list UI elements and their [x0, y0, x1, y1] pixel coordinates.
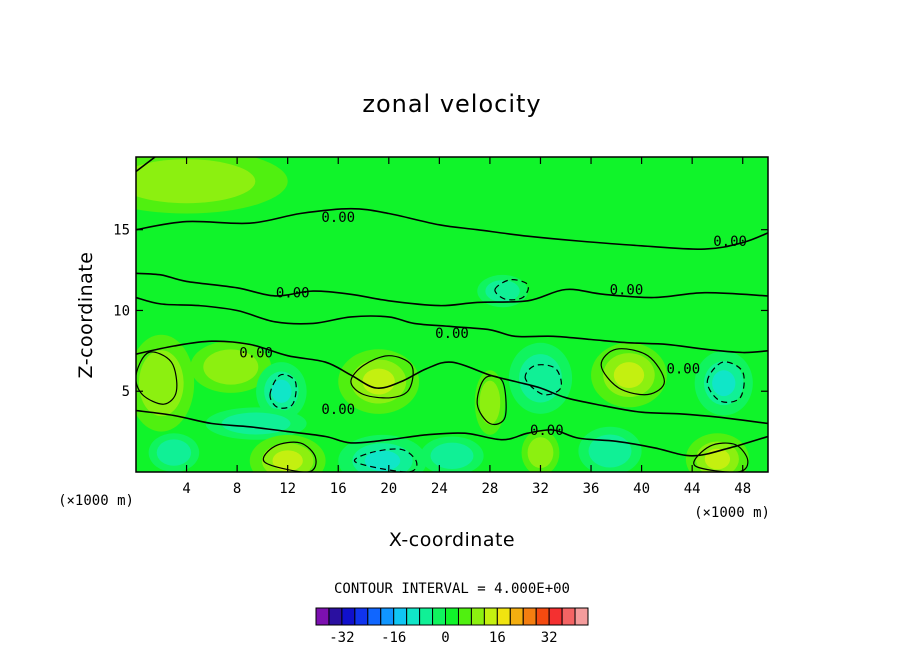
contour-fill-region	[271, 379, 292, 403]
colorbar-tick-label: 32	[541, 630, 558, 646]
x-tick-label: 44	[684, 481, 701, 497]
colorbar-swatch	[483, 607, 498, 626]
colorbar-swatch	[432, 607, 447, 626]
contour-fill-region	[364, 450, 401, 472]
contour-fill-region	[430, 442, 474, 470]
colorbar-swatch	[354, 607, 369, 626]
x-axis-unit-right: (×1000 m)	[694, 505, 770, 521]
colorbar-swatch	[548, 607, 563, 626]
contour-fill-region	[362, 368, 395, 395]
contour-fill-region	[588, 434, 632, 468]
contour-label: 0.00	[666, 362, 700, 378]
x-tick-label: 48	[734, 481, 751, 497]
x-tick-label: 4	[182, 481, 190, 497]
contour-fill-region	[613, 362, 645, 389]
contour-label: 0.00	[321, 402, 355, 418]
colorbar-swatch	[561, 607, 576, 626]
positive-contour-line	[136, 351, 178, 405]
colorbar-swatch	[522, 607, 537, 626]
zero-contour-line	[136, 409, 768, 457]
colorbar-swatch	[535, 607, 550, 626]
x-tick-label: 36	[583, 481, 600, 497]
contour-fill-region	[272, 450, 303, 472]
colorbar-swatch	[380, 607, 395, 626]
negative-contour-line	[706, 361, 745, 403]
colorbar-swatch	[406, 607, 421, 626]
colorbar-tick-label: 16	[489, 630, 506, 646]
contour-label: 0.00	[610, 282, 644, 298]
zero-contour-line	[136, 340, 768, 425]
positive-contour-line	[476, 375, 507, 426]
contour-label: 0.00	[239, 345, 273, 361]
contour-fill-region	[156, 439, 192, 466]
contour-fill-region	[527, 437, 554, 468]
contour-label: 0.00	[276, 286, 310, 302]
contour-interval-text: CONTOUR INTERVAL = 4.000E+00	[334, 581, 570, 597]
x-axis: 4 8 12 16 20 24 28 32 36 40 44 48	[182, 157, 751, 497]
contour-fill-region	[203, 349, 259, 385]
contour-fill-region	[712, 370, 736, 397]
x-tick-label: 12	[279, 481, 296, 497]
positive-contour-line	[693, 442, 749, 472]
contour-field: 0.00 0.00 0.00 0.00 0.00 0.00 0.00 0.00 0.00	[136, 157, 768, 472]
y-axis-label: Z-coordinate	[75, 252, 97, 379]
x-tick-label: 40	[633, 481, 650, 497]
plot-frame	[135, 156, 769, 473]
colorbar-swatch	[470, 607, 485, 626]
contour-fill-region	[479, 380, 501, 425]
zero-contour-line	[136, 272, 768, 307]
colorbar-tick-label: -16	[381, 630, 406, 646]
negative-contour-line	[269, 373, 297, 409]
x-tick-label: 20	[380, 481, 397, 497]
zero-contour-line	[136, 157, 156, 173]
colorbar-swatch	[445, 607, 459, 626]
colorbar-swatch	[315, 607, 330, 626]
contour-label: 0.00	[435, 326, 469, 342]
colorbar-swatch	[457, 607, 472, 626]
y-tick-label: 10	[113, 303, 130, 319]
contour-fill-region	[704, 448, 731, 470]
y-tick-label: 5	[122, 384, 130, 400]
x-tick-label: 24	[431, 481, 448, 497]
y-axis: 5 10 15	[113, 223, 768, 400]
colorbar-swatch	[341, 607, 356, 626]
contour-label: 0.00	[321, 210, 355, 226]
colorbar-swatch	[509, 607, 524, 626]
colorbar-swatch	[328, 607, 343, 626]
positive-contour-line	[600, 348, 666, 396]
colorbar-swatch	[393, 607, 408, 626]
colorbar-swatch	[496, 607, 511, 626]
contour-fill-region	[136, 159, 256, 204]
x-tick-label: 28	[481, 481, 498, 497]
x-tick-label: 8	[233, 481, 241, 497]
x-tick-label: 32	[532, 481, 549, 497]
x-axis-label: X-coordinate	[389, 529, 515, 551]
colorbar-swatch	[367, 607, 382, 626]
negative-contour-line	[494, 279, 530, 301]
contour-fill-region	[485, 280, 520, 303]
colorbar: -32 -16 0 16 32	[315, 607, 589, 646]
y-tick-label: 15	[113, 223, 130, 239]
colorbar-swatch	[574, 607, 589, 626]
zero-contour-line	[136, 207, 768, 250]
chart-title: zonal velocity	[362, 90, 541, 118]
zero-contour-line	[136, 296, 768, 354]
negative-contour-line	[524, 364, 562, 396]
x-axis-unit-left: (×1000 m)	[58, 493, 134, 509]
colorbar-tick-label: 0	[441, 630, 449, 646]
colorbar-tick-label: -32	[329, 630, 354, 646]
x-tick-label: 16	[330, 481, 347, 497]
positive-contour-line	[350, 355, 414, 399]
contour-label: 0.00	[713, 234, 747, 250]
colorbar-swatch	[419, 607, 434, 626]
contour-label: 0.00	[530, 423, 564, 439]
